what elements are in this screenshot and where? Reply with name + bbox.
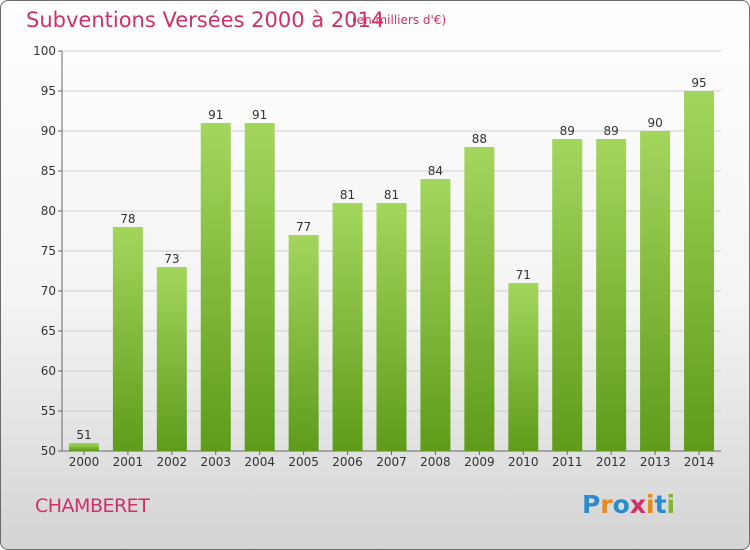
y-tick-label: 55 <box>41 404 56 418</box>
y-tick-label: 95 <box>41 84 56 98</box>
bar-value-label: 78 <box>120 212 135 226</box>
y-tick-label: 70 <box>41 284 56 298</box>
logo-letter: t <box>654 490 667 519</box>
y-tick-label: 60 <box>41 364 56 378</box>
x-tick-label: 2013 <box>640 455 671 469</box>
y-tick-label: 50 <box>41 444 56 458</box>
bar-value-label: 89 <box>604 124 619 138</box>
bar <box>112 227 143 451</box>
x-tick-label: 2005 <box>288 455 319 469</box>
bar-value-label: 95 <box>691 76 706 90</box>
bar <box>508 283 539 451</box>
bar <box>68 443 99 451</box>
bar <box>640 131 671 451</box>
x-tick-label: 2009 <box>464 455 495 469</box>
bar <box>464 147 495 451</box>
y-tick-label: 65 <box>41 324 56 338</box>
x-tick-label: 2000 <box>69 455 100 469</box>
bar-value-label: 81 <box>384 188 399 202</box>
bar <box>244 123 275 451</box>
x-tick-label: 2006 <box>332 455 363 469</box>
chart-unit-label: (en milliers d'€) <box>352 13 447 27</box>
bar <box>376 203 407 451</box>
bar-value-label: 90 <box>647 116 662 130</box>
bar-value-label: 73 <box>164 252 179 266</box>
x-tick-label: 2004 <box>244 455 275 469</box>
y-tick-label: 75 <box>41 244 56 258</box>
bar <box>552 139 583 451</box>
x-tick-label: 2011 <box>552 455 583 469</box>
bar <box>420 179 451 451</box>
x-tick-label: 2008 <box>420 455 451 469</box>
bar-value-label: 91 <box>252 108 267 122</box>
bar-value-label: 81 <box>340 188 355 202</box>
logo-letter: i <box>666 490 676 519</box>
bar <box>596 139 627 451</box>
bar-value-label: 77 <box>296 220 311 234</box>
logo-letter: o <box>612 490 630 519</box>
bar <box>288 235 319 451</box>
commune-name: CHAMBERET <box>35 495 150 517</box>
bar-value-label: 91 <box>208 108 223 122</box>
logo-letter: r <box>600 490 613 519</box>
y-tick-label: 85 <box>41 164 56 178</box>
x-tick-label: 2014 <box>684 455 715 469</box>
y-tick-label: 80 <box>41 204 56 218</box>
bar <box>332 203 363 451</box>
proxiti-logo[interactable]: Proxiti <box>582 490 675 519</box>
bars <box>68 91 715 451</box>
bar <box>200 123 231 451</box>
logo-letter: x <box>629 490 646 519</box>
y-tick-label: 100 <box>33 44 56 58</box>
bar-value-label: 71 <box>516 268 531 282</box>
bar-value-label: 51 <box>76 428 91 442</box>
bar <box>156 267 187 451</box>
x-tick-label: 2001 <box>113 455 144 469</box>
bar-value-label: 89 <box>560 124 575 138</box>
x-tick-label: 2003 <box>200 455 231 469</box>
x-tick-label: 2010 <box>508 455 539 469</box>
labels: 50 55 60 65 70 75 80 85 90 95 100 51 2000 78 2001 73 200… <box>33 44 714 469</box>
bar-value-label: 84 <box>428 164 443 178</box>
y-tick-label: 90 <box>41 124 56 138</box>
logo-letter: i <box>646 490 655 519</box>
x-tick-label: 2012 <box>596 455 627 469</box>
logo-letter: P <box>582 490 601 519</box>
x-tick-label: 2007 <box>376 455 407 469</box>
x-tick-label: 2002 <box>157 455 188 469</box>
chart-title: Subventions Versées 2000 à 2014 <box>26 8 385 32</box>
bar <box>684 91 715 451</box>
bar-value-label: 88 <box>472 132 487 146</box>
